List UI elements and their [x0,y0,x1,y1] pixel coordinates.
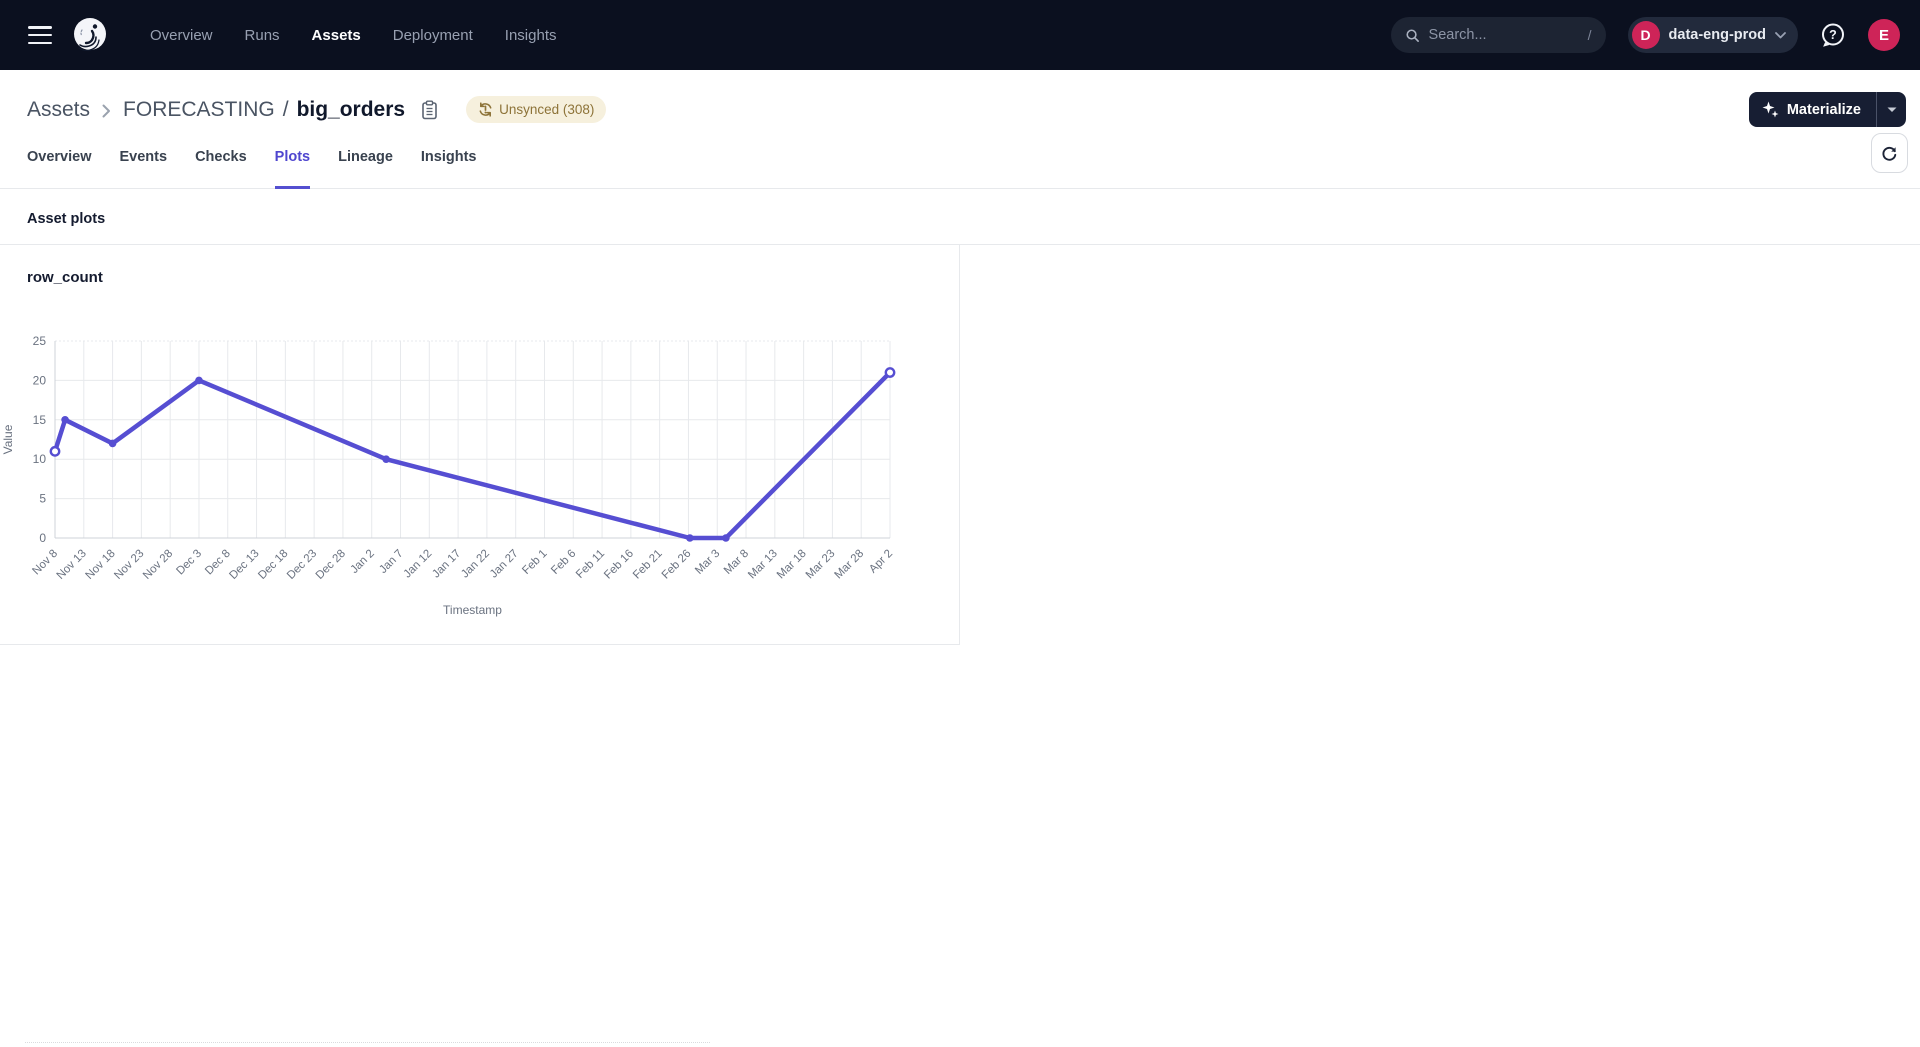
svg-text:Jan 22: Jan 22 [459,548,492,581]
tab-overview[interactable]: Overview [27,149,92,165]
svg-text:Nov 23: Nov 23 [112,548,146,582]
nav-item-deployment[interactable]: Deployment [392,26,473,44]
svg-text:15: 15 [33,413,47,427]
svg-text:Nov 28: Nov 28 [141,548,175,582]
tab-events[interactable]: Events [119,149,168,165]
svg-text:Mar 13: Mar 13 [746,548,780,582]
status-badge-label: Unsynced (308) [499,102,595,117]
svg-text:Jan 12: Jan 12 [402,548,435,581]
svg-text:Mar 18: Mar 18 [775,548,809,582]
deployment-name: data-eng-prod [1668,27,1766,43]
help-button[interactable]: ? [1820,22,1846,48]
svg-text:Nov 18: Nov 18 [83,548,117,582]
plot-title: row_count [27,269,103,286]
svg-text:Dec 13: Dec 13 [227,548,261,582]
chevron-right-icon [102,104,111,117]
svg-text:Value: Value [1,424,15,454]
deployment-badge: D [1631,21,1660,49]
sync-alert-icon [479,102,492,117]
svg-text:Feb 26: Feb 26 [660,548,694,582]
search-icon [1405,28,1419,42]
caret-down-icon [1887,107,1896,112]
tab-plots[interactable]: Plots [274,149,311,189]
horizontal-scrollbar-track [25,1042,710,1043]
svg-text:Feb 16: Feb 16 [602,548,636,582]
status-badge-unsynced[interactable]: Unsynced (308) [466,96,607,123]
tab-insights[interactable]: Insights [420,149,477,165]
breadcrumb: Assets FORECASTING / big_orders [27,96,607,123]
svg-text:Feb 21: Feb 21 [631,548,665,582]
materialize-dropdown-button[interactable] [1876,92,1906,127]
help-icon: ? [1822,23,1844,47]
sparkle-icon [1762,101,1779,118]
nav-item-overview[interactable]: Overview [150,26,213,44]
svg-text:0: 0 [39,531,46,545]
svg-text:Dec 23: Dec 23 [285,548,319,582]
svg-text:?: ? [1829,28,1837,42]
deployment-switcher[interactable]: D data-eng-prod [1627,17,1798,53]
asset-header: Assets FORECASTING / big_orders [0,70,1920,127]
materialize-button[interactable]: Materialize [1748,92,1876,127]
svg-text:10: 10 [33,452,47,466]
svg-text:Apr 2: Apr 2 [867,548,895,576]
nav-right-cluster: / D data-eng-prod ? E [1390,17,1900,53]
search-box[interactable]: / [1390,17,1606,53]
svg-text:Mar 23: Mar 23 [804,548,838,582]
menu-icon[interactable] [28,26,52,44]
search-shortcut-hint: / [1587,27,1592,43]
svg-text:Dec 18: Dec 18 [256,548,290,582]
section-title: Asset plots [27,211,106,227]
nav-item-insights[interactable]: Insights [504,26,557,44]
svg-text:Mar 3: Mar 3 [693,548,722,577]
breadcrumb-assets-link[interactable]: Assets [27,97,91,121]
svg-text:Dec 3: Dec 3 [174,548,204,578]
svg-text:Dec 28: Dec 28 [314,548,348,582]
svg-text:25: 25 [33,334,47,348]
top-nav: Overview Runs Assets Deployment Insights… [0,0,1920,70]
svg-text:Nov 13: Nov 13 [55,548,89,582]
svg-text:Feb 11: Feb 11 [574,548,607,581]
search-input[interactable] [1428,27,1579,43]
copy-asset-key-button[interactable] [421,100,438,120]
svg-text:20: 20 [33,373,47,387]
svg-text:Feb 1: Feb 1 [520,548,549,577]
materialize-label: Materialize [1786,101,1861,118]
tab-checks[interactable]: Checks [195,149,247,165]
svg-text:Jan 27: Jan 27 [488,548,521,581]
page-title: big_orders [296,97,406,121]
tab-lineage[interactable]: Lineage [338,149,393,165]
clipboard-icon [422,100,437,119]
materialize-split-button: Materialize [1748,92,1906,127]
svg-text:Mar 28: Mar 28 [833,548,867,582]
dagster-logo-icon[interactable] [72,17,108,53]
asset-key: FORECASTING / big_orders [123,98,405,122]
breadcrumb-separator: / [282,97,289,121]
refresh-button[interactable] [1871,133,1908,173]
svg-text:Jan 17: Jan 17 [430,548,463,581]
nav-item-runs[interactable]: Runs [244,26,280,44]
primary-nav: Overview Runs Assets Deployment Insights [150,27,557,44]
svg-text:5: 5 [39,492,46,506]
asset-plots-section-header: Asset plots [0,189,1920,245]
breadcrumb-group-link[interactable]: FORECASTING [123,97,275,121]
asset-tabs: Overview Events Checks Plots Lineage Ins… [0,133,1920,189]
chevron-down-icon [1775,31,1786,38]
refresh-icon [1882,146,1897,161]
user-avatar[interactable]: E [1868,19,1900,51]
svg-text:Timestamp: Timestamp [443,603,502,617]
plot-card-row-count: row_count 0 5 10 15 20 25 Nov 8 Nov 13 Nov 18 Nov… [0,245,960,645]
svg-text:Jan 2: Jan 2 [348,548,376,576]
nav-item-assets[interactable]: Assets [311,26,361,44]
